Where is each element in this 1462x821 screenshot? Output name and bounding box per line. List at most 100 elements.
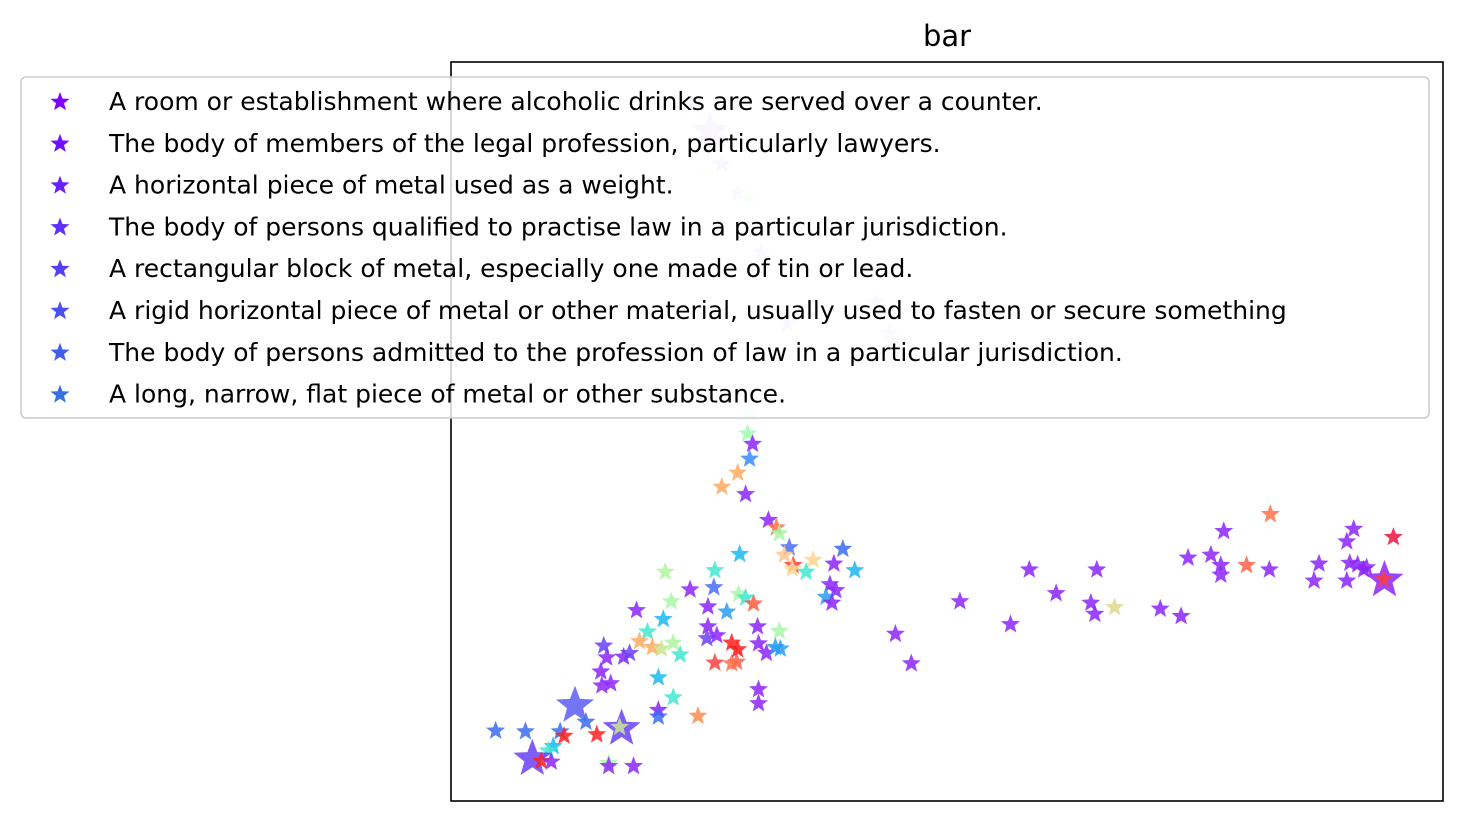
data-point-star [648,706,668,725]
data-point-star [707,625,727,644]
legend-entry-label: A rectangular block of metal, especially… [109,254,913,283]
data-point-star [1105,597,1125,616]
data-point-star [1178,547,1198,566]
data-point-star [620,643,640,662]
chart-title: bar [923,19,971,53]
data-point-star [1214,521,1234,540]
data-point-star [826,580,846,599]
data-point-star [1211,564,1231,583]
data-point-star [749,633,769,652]
data-point-star [749,693,769,712]
data-point-star [1019,559,1039,578]
data-point-star [1348,554,1368,573]
data-point-star [1337,570,1357,589]
data-point-star [717,601,737,620]
data-point-star [728,639,748,658]
data-point-star [822,592,842,612]
data-point-star [1304,570,1324,589]
data-point-star [651,638,671,657]
data-point-star [722,653,742,672]
data-point-star [1085,604,1105,623]
data-point-star [796,561,816,580]
data-point-star [820,574,840,593]
data-point-star [749,679,769,698]
data-point-star [722,632,742,651]
data-point-star [1046,583,1066,602]
data-point-star [697,628,717,647]
data-point-star [688,706,708,725]
data-point-star [597,647,617,666]
data-point-star [816,587,836,606]
data-point-star [515,721,535,740]
data-point-star [712,476,732,496]
data-point-star [774,544,794,563]
data-point-star [901,653,921,672]
data-point-star [824,553,844,572]
data-point-star [661,591,681,610]
data-point-star [594,635,614,654]
data-point-star [538,740,558,759]
legend: A room or establishment where alcoholic … [20,76,1430,419]
data-point-star [642,637,662,656]
data-point-star [648,667,668,686]
data-point-star [769,523,789,542]
data-point-star [758,510,778,529]
data-point-star [743,434,763,453]
data-point-star [655,561,675,580]
data-point-star [543,736,563,755]
data-point-star [1259,559,1279,578]
data-point-star [531,751,551,770]
legend-entry-label: A room or establishment where alcoholic … [109,87,1043,116]
legend-entry-label: A horizontal piece of metal used as a we… [109,171,674,200]
data-point-star [756,643,776,662]
legend-marker-star-icon [50,259,70,278]
legend-entry-label: A long, narrow, flat piece of metal or o… [109,380,786,409]
data-point-star [833,539,853,558]
data-point-star [730,544,750,563]
data-point-star [736,484,756,503]
data-point-star [736,587,756,606]
data-point-star [637,621,657,640]
data-point-star [587,724,607,743]
data-point-star [680,579,700,598]
legend-marker-star-icon [50,384,70,403]
data-point-star [555,685,595,722]
data-point-star [1237,555,1257,574]
data-point-star [1309,553,1329,572]
data-point-star [1201,544,1221,563]
data-point-star [782,558,802,578]
data-point-star [629,631,649,650]
data-point-star [550,721,570,740]
data-point-star [1081,592,1101,612]
data-point-star [1337,531,1357,550]
data-point-star [845,560,865,579]
data-point-star [769,621,789,640]
data-point-star [885,623,905,643]
legend-marker-star-icon [50,301,70,320]
legend-entries: A room or establishment where alcoholic … [50,87,1287,409]
data-point-star [1000,614,1020,633]
legend-marker-star-icon [50,217,70,236]
legend-entry-label: The body of persons admitted to the prof… [108,338,1123,367]
data-point-star [541,751,561,770]
data-point-star [770,638,790,657]
data-point-star [486,720,506,739]
legend-entry-label: A rigid horizontal piece of metal or oth… [109,296,1287,325]
data-point-star [748,616,768,635]
data-point-star [614,646,634,665]
data-point-star [738,423,758,442]
data-point-star [1087,559,1107,578]
data-point-star [1383,527,1403,546]
data-point-star [592,675,612,694]
data-point-star [728,462,748,481]
data-point-star [624,756,644,775]
data-point-star [1357,557,1377,576]
data-point-star [670,644,690,663]
data-point-star [705,652,725,671]
data-point-star [663,687,683,706]
data-point-star [766,517,786,536]
legend-marker-star-icon [50,342,70,361]
data-point-star [576,711,596,731]
legend-marker-star-icon [50,133,70,152]
